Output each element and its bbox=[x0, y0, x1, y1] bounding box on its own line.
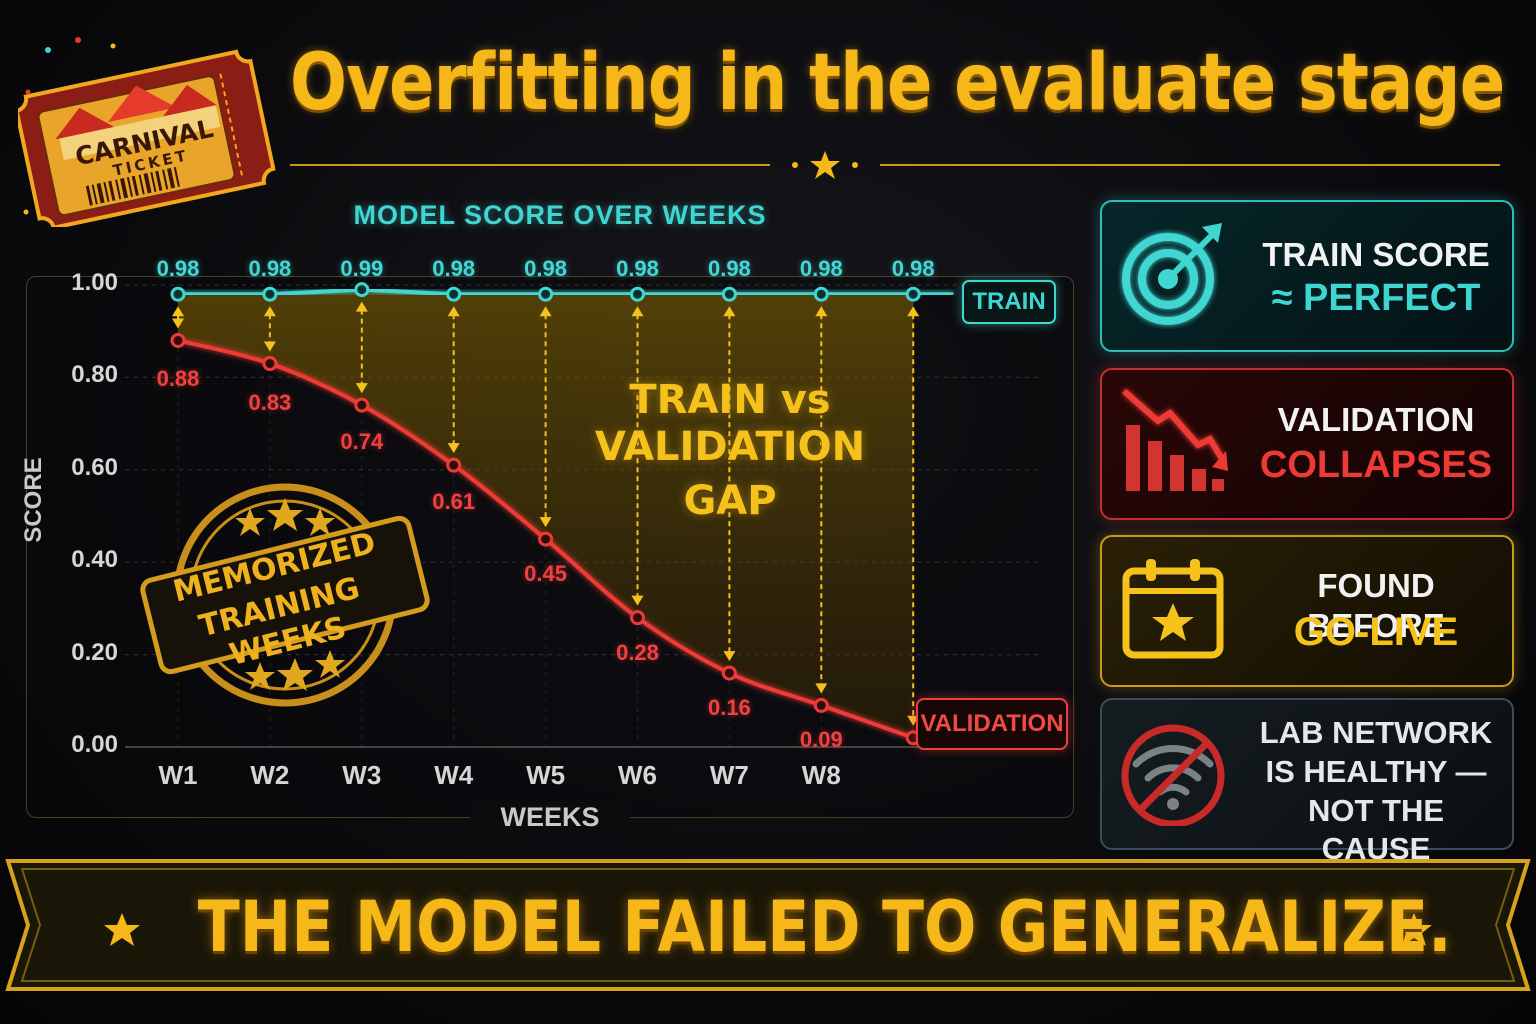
train-data-label: 0.99 bbox=[340, 256, 384, 281]
train-point bbox=[262, 286, 278, 302]
validation-series-tag: VALIDATION bbox=[916, 698, 1068, 750]
validation-point bbox=[354, 397, 370, 413]
train-data-label: 0.98 bbox=[156, 256, 200, 281]
train-card-line1: TRAIN SCORE bbox=[1262, 236, 1490, 273]
train-series-line bbox=[178, 287, 954, 297]
validation-point bbox=[446, 457, 462, 473]
y-tick-label: 0.60 bbox=[71, 453, 118, 481]
validation-point bbox=[813, 697, 829, 713]
x-tick-label: W2 bbox=[250, 760, 290, 790]
train-point bbox=[446, 286, 462, 302]
gap-arrow-head bbox=[723, 651, 736, 662]
network-card-line2: IS HEALTHY — bbox=[1265, 754, 1487, 789]
gap-arrow-head bbox=[631, 595, 644, 606]
train-data-label: 0.98 bbox=[799, 256, 843, 281]
gap-arrow-head bbox=[539, 517, 552, 528]
chart-title: MODEL SCORE OVER WEEKS bbox=[353, 200, 767, 230]
gap-arrow-head bbox=[172, 306, 184, 317]
x-tick-label: W6 bbox=[618, 760, 657, 790]
gap-arrow-head bbox=[815, 306, 828, 317]
go-live-card-line1: FOUND BEFORE bbox=[1307, 567, 1445, 644]
validation-data-label: 0.74 bbox=[340, 429, 384, 455]
x-axis-label: WEEKS bbox=[470, 802, 630, 836]
validation-data-label: 0.09 bbox=[799, 727, 843, 753]
validation-point bbox=[721, 665, 737, 681]
falling-chart-icon bbox=[1122, 388, 1228, 491]
gap-arrow-head bbox=[355, 301, 368, 312]
y-tick-label: 0.00 bbox=[71, 731, 118, 758]
target-icon bbox=[1122, 223, 1222, 325]
x-tick-label: W8 bbox=[801, 760, 841, 790]
star-icon bbox=[810, 151, 840, 179]
train-data-label: 0.98 bbox=[891, 256, 935, 281]
validation-point bbox=[170, 332, 186, 348]
conclusion-text: THE MODEL FAILED TO GENERALIZE. bbox=[197, 886, 1452, 968]
train-data-label: 0.98 bbox=[248, 256, 292, 281]
validation-data-label: 0.88 bbox=[156, 366, 200, 392]
star-icon bbox=[1396, 913, 1432, 946]
gap-arrow-head bbox=[631, 306, 644, 317]
train-data-label: 0.98 bbox=[432, 256, 476, 281]
x-tick-label: W5 bbox=[526, 760, 566, 790]
y-tick-label: 0.40 bbox=[71, 546, 118, 574]
validation-card bbox=[1100, 368, 1514, 520]
validation-card-line2: COLLAPSES bbox=[1259, 444, 1493, 486]
train-series-tag: TRAIN bbox=[962, 280, 1056, 324]
conclusion-banner bbox=[5, 859, 1531, 991]
x-tick-label: W3 bbox=[342, 760, 382, 790]
validation-point bbox=[262, 356, 278, 372]
train-point bbox=[630, 286, 645, 302]
gap-arrow-head bbox=[723, 306, 736, 317]
train-point bbox=[813, 286, 829, 302]
gap-arrow-head bbox=[263, 306, 276, 317]
gap-annotation-line2: VALIDATION GAP bbox=[594, 424, 866, 524]
x-tick-label: W4 bbox=[434, 760, 474, 790]
go-live-card bbox=[1100, 535, 1514, 687]
y-tick-label: 1.00 bbox=[71, 269, 118, 296]
validation-data-label: 0.61 bbox=[432, 489, 476, 515]
star-icon bbox=[104, 913, 140, 946]
gap-arrow-head bbox=[263, 341, 276, 352]
gap-arrow-head bbox=[447, 443, 460, 454]
calendar-star-icon bbox=[1122, 559, 1224, 659]
title-divider bbox=[290, 151, 1500, 179]
memorized-stamp-icon bbox=[140, 483, 430, 707]
train-point bbox=[721, 286, 737, 302]
network-card-line1: LAB NETWORK bbox=[1259, 715, 1493, 750]
validation-data-label: 0.83 bbox=[248, 389, 292, 415]
carnival-ticket-icon bbox=[18, 37, 276, 227]
gap-arrow-head bbox=[815, 683, 828, 694]
validation-data-label: 0.28 bbox=[616, 639, 659, 665]
x-tick-label: W7 bbox=[709, 760, 749, 790]
y-tick-label: 0.80 bbox=[71, 361, 118, 389]
gap-arrow-head bbox=[355, 383, 368, 394]
y-tick-label: 0.20 bbox=[71, 638, 118, 666]
gap-annotation-line1: TRAIN vs bbox=[629, 377, 831, 423]
validation-data-label: 0.16 bbox=[707, 695, 751, 721]
page-title: Overfitting in the evaluate stage bbox=[290, 38, 1505, 128]
no-wifi-icon bbox=[1121, 724, 1225, 826]
go-live-card-line2: GO-LIVE bbox=[1293, 610, 1459, 654]
train-card-line2: ≈ PERFECT bbox=[1271, 277, 1481, 319]
x-tick-label: W1 bbox=[158, 760, 198, 790]
train-point bbox=[354, 282, 370, 298]
validation-data-label: 0.45 bbox=[524, 561, 567, 587]
train-data-label: 0.98 bbox=[707, 256, 751, 281]
train-point bbox=[538, 286, 554, 302]
gap-arrow-head bbox=[172, 318, 184, 329]
gap-arrow-head bbox=[539, 306, 552, 317]
gap-arrow-head bbox=[907, 306, 920, 317]
train-point bbox=[905, 286, 921, 302]
train-data-label: 0.98 bbox=[616, 256, 659, 281]
validation-point bbox=[538, 531, 554, 547]
train-data-label: 0.98 bbox=[524, 256, 567, 281]
validation-point bbox=[630, 610, 645, 626]
gap-arrow-head bbox=[447, 306, 460, 317]
train-point bbox=[170, 286, 186, 302]
validation-card-line1: VALIDATION bbox=[1277, 401, 1475, 438]
